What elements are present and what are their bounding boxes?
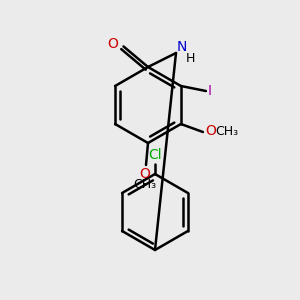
Text: H: H	[186, 52, 195, 64]
Text: I: I	[208, 84, 212, 98]
Text: CH₃: CH₃	[215, 124, 238, 137]
Text: CH₃: CH₃	[134, 178, 157, 191]
Text: N: N	[177, 40, 188, 54]
Text: O: O	[140, 167, 150, 181]
Text: O: O	[205, 124, 216, 138]
Text: Cl: Cl	[148, 148, 162, 162]
Text: O: O	[108, 38, 118, 51]
